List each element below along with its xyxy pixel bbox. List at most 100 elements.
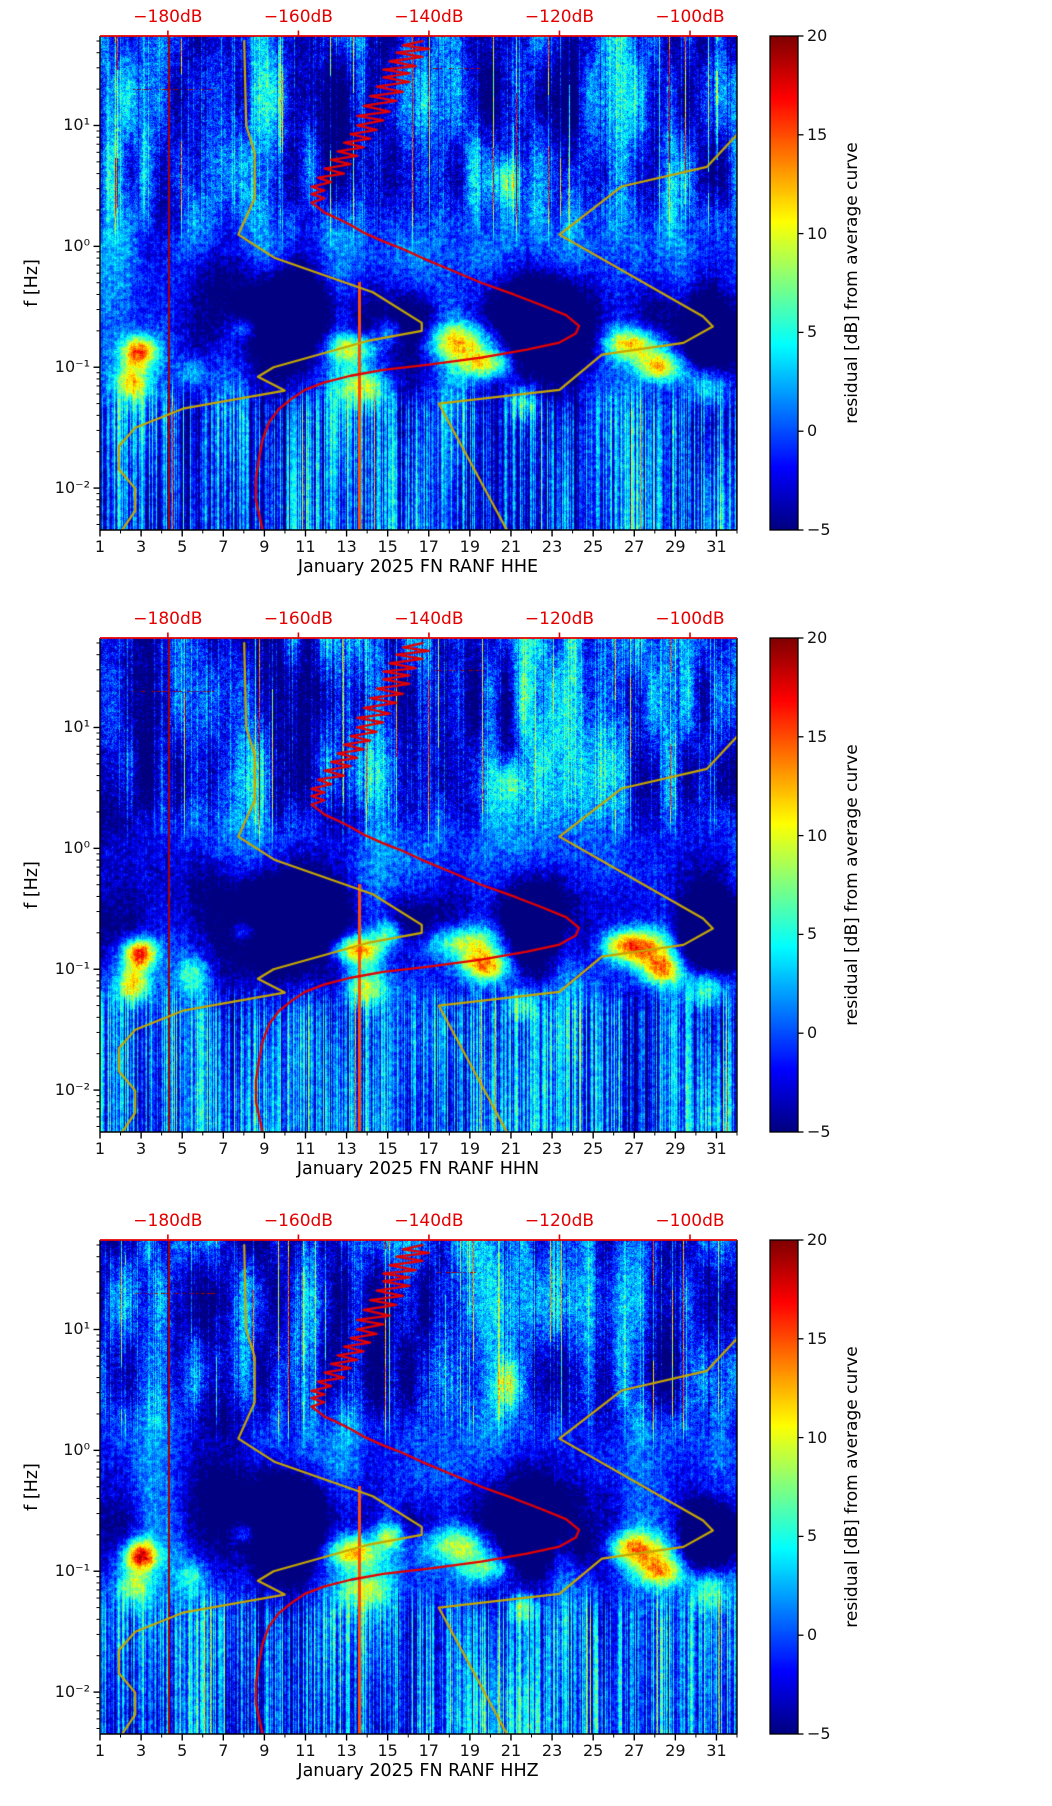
top-db-tick-label: −140dB [394,1211,464,1231]
x-tick-label: 9 [259,537,270,556]
colorbar-tick-label: 0 [807,1023,818,1043]
top-db-tick-label: −140dB [394,609,464,629]
x-tick-label: 3 [136,537,147,556]
top-db-tick-label: −100dB [655,609,725,629]
x-tick-label: 1 [94,1139,106,1158]
x-tick-label: 17 [418,537,439,556]
top-db-tick-label: −180dB [133,609,203,629]
y-tick-label: 10⁻¹ [54,357,90,377]
x-tick-label: 7 [218,1741,229,1760]
y-tick-label: 10⁻² [54,478,90,498]
top-db-tick-label: −100dB [655,1211,725,1231]
x-axis-title: January 2025 FN RANF HHN [296,1159,540,1179]
y-tick-label: 10⁻¹ [54,959,90,979]
x-tick-label: 19 [459,1139,481,1158]
x-tick-label: 11 [295,1139,316,1158]
x-tick-label: 23 [541,1741,563,1760]
colorbar-gradient [770,638,798,1132]
colorbar-gradient [770,36,798,530]
top-db-tick-label: −160dB [263,1211,333,1231]
x-tick-label: 31 [706,1139,727,1158]
y-tick-label: 10⁻² [54,1080,90,1100]
x-tick-label: 29 [665,1139,686,1158]
y-tick-label: 10¹ [63,1319,90,1339]
colorbar-tick-label: −5 [807,1724,831,1744]
spectrogram-panel-hhn: f [Hz] January 2025 FN RANF HHN residual… [0,602,1052,1204]
x-tick-label: 31 [706,1741,727,1760]
x-tick-label: 21 [500,537,522,556]
x-tick-label: 25 [582,1139,604,1158]
x-tick-label: 27 [624,1741,645,1760]
colorbar-tick-label: 20 [807,26,828,46]
top-db-tick-label: −140dB [394,7,464,27]
x-tick-label: 29 [665,1741,686,1760]
colorbar-tick-label: 10 [807,825,828,845]
x-tick-label: 13 [336,1139,357,1158]
x-tick-label: 7 [218,537,229,556]
colorbar-tick-label: 5 [807,1526,818,1546]
colorbar-tick-label: 20 [807,1230,828,1250]
colorbar-tick-label: −5 [807,520,831,540]
x-tick-label: 5 [177,1741,188,1760]
x-tick-label: 17 [418,1139,439,1158]
y-tick-label: 10⁰ [63,1440,90,1460]
colorbar-label: residual [dB] from average curve [842,744,862,1026]
x-tick-label: 9 [259,1741,270,1760]
top-db-tick-label: −160dB [263,7,333,27]
x-tick-label: 3 [136,1741,147,1760]
colorbar-gradient [770,1240,798,1734]
x-tick-label: 7 [218,1139,229,1158]
x-tick-label: 17 [418,1741,439,1760]
x-tick-label: 11 [295,1741,316,1760]
spectrogram-panel-hhe: f [Hz] January 2025 FN RANF HHE residual… [0,0,1052,602]
spectrogram-panel-hhz: f [Hz] January 2025 FN RANF HHZ residual… [0,1204,1052,1806]
top-db-tick-label: −180dB [133,7,203,27]
x-tick-label: 15 [377,1741,398,1760]
x-axis-title: January 2025 FN RANF HHE [297,557,539,577]
plot-area [100,1240,737,1734]
colorbar-tick-label: 10 [807,1427,828,1447]
x-tick-label: 21 [500,1139,522,1158]
y-tick-label: 10⁰ [63,838,90,858]
colorbar-tick-label: 15 [807,125,828,144]
plot-area [100,638,737,1132]
y-axis-label: f [Hz] [22,861,42,909]
x-tick-label: 25 [582,537,604,556]
colorbar-tick-label: 5 [807,924,818,944]
x-tick-label: 3 [136,1139,147,1158]
x-tick-label: 29 [665,537,686,556]
x-tick-label: 25 [582,1741,604,1760]
colorbar-tick-label: 10 [807,223,828,243]
colorbar-tick-label: 15 [807,1329,828,1348]
x-tick-label: 21 [500,1741,522,1760]
colorbar-tick-label: 5 [807,322,818,342]
plot-area [100,36,737,530]
colorbar-tick-label: 0 [807,1625,818,1645]
top-db-tick-label: −180dB [133,1211,203,1231]
x-tick-label: 23 [541,537,563,556]
top-db-tick-label: −120dB [524,7,595,27]
noise-model-curves-canvas [100,638,737,1132]
colorbar-tick-label: 0 [807,421,818,441]
y-tick-label: 10⁻² [54,1682,90,1702]
x-tick-label: 9 [259,1139,270,1158]
y-tick-label: 10⁰ [63,236,90,256]
colorbar [770,36,798,530]
x-tick-label: 27 [624,1139,645,1158]
top-db-tick-label: −120dB [524,1211,595,1231]
x-tick-label: 23 [541,1139,563,1158]
x-tick-label: 1 [94,1741,106,1760]
x-axis-title: January 2025 FN RANF HHZ [297,1761,539,1781]
y-axis-label: f [Hz] [22,1463,42,1511]
colorbar-label: residual [dB] from average curve [842,142,862,424]
colorbar-label: residual [dB] from average curve [842,1346,862,1628]
noise-model-curves-canvas [100,36,737,530]
colorbar-tick-label: −5 [807,1122,831,1142]
x-tick-label: 31 [706,537,727,556]
x-tick-label: 15 [377,537,398,556]
y-tick-label: 10⁻¹ [54,1561,90,1581]
noise-model-curves-canvas [100,1240,737,1734]
x-tick-label: 13 [336,537,357,556]
colorbar [770,638,798,1132]
